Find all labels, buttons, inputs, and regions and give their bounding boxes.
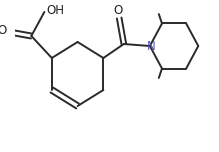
- Text: OH: OH: [46, 3, 65, 17]
- Text: O: O: [0, 24, 7, 38]
- Text: O: O: [114, 3, 123, 17]
- Text: N: N: [147, 40, 155, 54]
